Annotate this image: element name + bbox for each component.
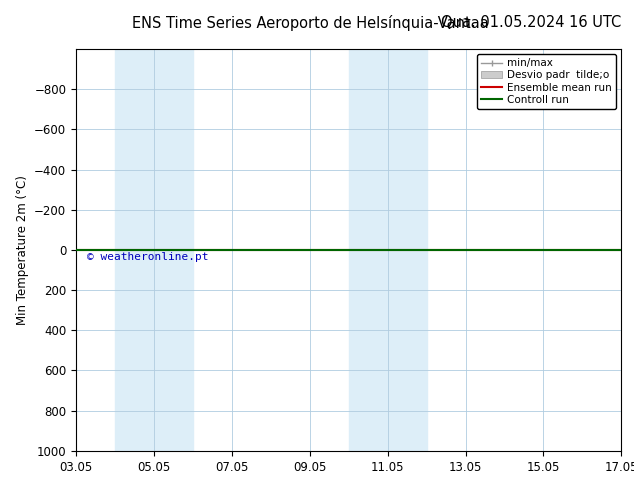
Legend: min/max, Desvio padr  tilde;o, Ensemble mean run, Controll run: min/max, Desvio padr tilde;o, Ensemble m… xyxy=(477,54,616,109)
Text: © weatheronline.pt: © weatheronline.pt xyxy=(87,252,209,262)
Text: Qua. 01.05.2024 16 UTC: Qua. 01.05.2024 16 UTC xyxy=(441,15,621,30)
Bar xyxy=(115,49,193,451)
Text: ENS Time Series Aeroporto de Helsínquia-Vantaa: ENS Time Series Aeroporto de Helsínquia-… xyxy=(132,15,489,31)
Bar xyxy=(349,49,427,451)
Y-axis label: Min Temperature 2m (°C): Min Temperature 2m (°C) xyxy=(16,175,29,325)
